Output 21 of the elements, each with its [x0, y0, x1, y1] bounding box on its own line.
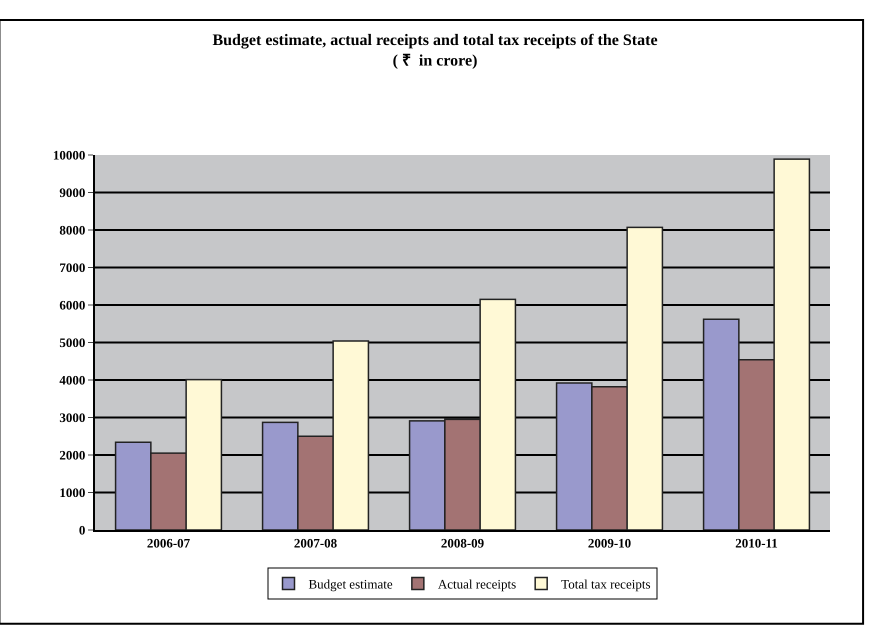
- y-tick-label: 0: [78, 522, 86, 538]
- legend-label: Budget estimate: [308, 576, 393, 592]
- y-tick-label: 4000: [59, 372, 86, 388]
- y-tick-label: 9000: [59, 185, 86, 200]
- y-tick-label: 8000: [59, 222, 86, 238]
- x-tick-label: 2007-08: [294, 536, 338, 551]
- y-tick-label: 6000: [59, 298, 86, 313]
- y-tick-label: 3000: [59, 410, 86, 426]
- legend-label: Actual receipts: [438, 576, 516, 592]
- chart-title: Budget estimate, actual receipts and total tax receipts of the State: [212, 32, 658, 49]
- x-tick-label: 2008-09: [440, 536, 485, 551]
- legend-label: Total tax receipts: [561, 576, 651, 592]
- x-tick-label: 2006-07: [146, 536, 191, 551]
- y-tick-label: 5000: [59, 335, 86, 350]
- x-tick-label: 2009-10: [588, 536, 632, 551]
- y-tick-label: 7000: [59, 260, 86, 276]
- y-tick-label: 1000: [59, 485, 86, 500]
- x-tick-label: 2010-11: [735, 536, 778, 551]
- chart-subtitle: ( ₹ in crore): [392, 52, 478, 70]
- y-tick-label: 2000: [59, 448, 86, 463]
- y-tick-label: 10000: [52, 148, 86, 163]
